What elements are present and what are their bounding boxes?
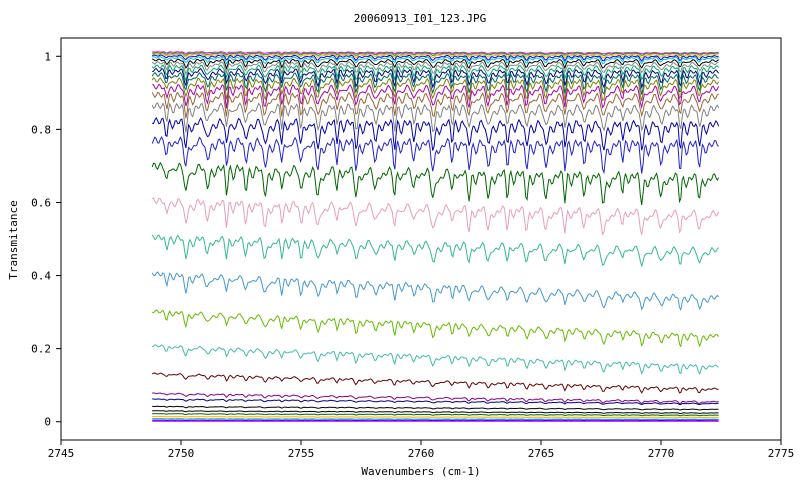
series-line [152,56,719,65]
series-line [152,418,719,421]
series-line [152,67,720,89]
y-tick-label: 0.6 [31,196,51,209]
series-line [151,102,720,133]
series-line [151,234,719,268]
x-tick-label: 2755 [288,447,315,460]
series-group [151,51,720,422]
x-axis: 2745 2750 2755 2760 2765 2770 2775 [48,440,795,460]
series-line [151,71,719,95]
series-line [151,372,719,394]
series-line [152,419,719,422]
series-line [152,416,719,419]
y-tick-label: 0.2 [31,343,51,356]
series-line [151,136,719,175]
series-line [151,309,720,348]
series-line [152,405,719,411]
x-tick-label: 2775 [768,447,795,460]
x-tick-label: 2770 [648,447,675,460]
series-line [151,61,719,76]
series-line [151,161,720,206]
series-line [152,116,720,151]
chart-title: 20060913_I01_123.JPG [354,12,486,25]
y-axis-label: Transmitance [7,200,20,279]
series-line [152,52,719,57]
plot-area [60,37,782,441]
series-line [152,53,719,59]
series-line [151,91,719,119]
x-tick-label: 2760 [408,447,435,460]
x-tick-label: 2745 [48,447,75,460]
series-line [151,197,720,236]
series-line [151,77,720,102]
series-line [152,58,719,71]
series-line [151,271,719,312]
y-tick-label: 0 [44,416,51,429]
series-line [151,64,719,83]
series-line [152,83,720,109]
series-line [151,344,719,375]
series-line [151,54,719,62]
y-tick-label: 0.4 [31,270,51,283]
series-line [152,413,719,417]
y-axis: 0 0.2 0.4 0.6 0.8 1 [31,50,61,429]
series-line [152,51,719,55]
y-tick-label: 1 [44,50,51,63]
series-line [152,398,719,406]
x-axis-label: Wavenumbers (cm-1) [361,465,480,478]
x-tick-label: 2765 [528,447,555,460]
x-tick-label: 2750 [168,447,195,460]
series-line [152,410,719,415]
y-tick-label: 0.8 [31,123,51,136]
series-line [152,392,719,405]
